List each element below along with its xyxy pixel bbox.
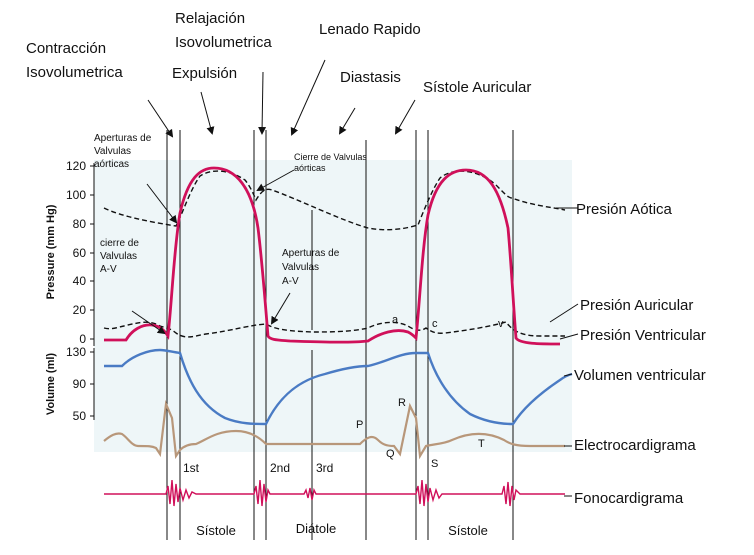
pressure-tick-0: 0 — [79, 332, 86, 346]
cycle-sistole-1: Sístole — [196, 523, 236, 538]
label-sistole-auricular: Sístole Auricular — [423, 79, 531, 96]
cierre-aorticas-line2: aórticas — [294, 163, 326, 173]
label-expulsion: Expulsión — [172, 65, 237, 82]
label-diastasis: Diastasis — [340, 69, 401, 86]
wave-v: v — [498, 318, 504, 330]
cierre-av-line3: A-V — [100, 264, 117, 275]
aperturas-aorticas-line3: aórticas — [94, 159, 129, 170]
phono-curve — [104, 479, 565, 507]
label-contraccion-2: Isovolumetrica — [26, 64, 123, 81]
label-volumen: Volumen ventricular — [574, 367, 706, 384]
aperturas-av-line3: A-V — [282, 276, 299, 287]
label-relajacion-1: Relajación — [175, 10, 245, 27]
wave-a: a — [392, 314, 399, 326]
ventricular-volume-curve — [104, 348, 573, 426]
aperturas-aorticas-line1: Aperturas de — [94, 133, 152, 144]
pressure-tick-60: 60 — [73, 246, 87, 260]
label-presion-auricular: Presión Auricular — [580, 297, 693, 314]
cierre-av-line1: cierre de — [100, 238, 139, 249]
wave-c: c — [432, 318, 438, 330]
aperturas-aorticas-line2: Valvulas — [94, 146, 131, 157]
label-ecg: Electrocardigrama — [574, 437, 696, 454]
volume-tick-50: 50 — [73, 409, 87, 423]
cycle-sistole-2: Sístole — [448, 523, 488, 538]
pressure-tick-20: 20 — [73, 303, 87, 317]
volume-tick-130: 130 — [66, 345, 86, 359]
pressure-axis-label: Pressure (mm Hg) — [45, 204, 57, 299]
wave-R: R — [398, 397, 406, 409]
pressure-tick-80: 80 — [73, 217, 87, 231]
label-contraccion-1: Contracción — [26, 40, 106, 57]
phase-arrows — [131, 59, 579, 497]
wave-P: P — [356, 419, 363, 431]
plot-background — [94, 160, 572, 452]
wave-Q: Q — [386, 448, 395, 460]
ventricular-pressure-curve — [104, 166, 561, 346]
sound-2nd: 2nd — [270, 461, 290, 475]
sound-1st: 1st — [183, 461, 200, 475]
volume-axis-label: Volume (ml) — [45, 353, 57, 415]
cycle-diatole: Diátole — [296, 521, 336, 536]
cierre-aorticas-line1: Cierre de Valvulas — [294, 152, 367, 162]
label-lenado: Lenado Rapido — [319, 21, 421, 38]
label-relajacion-2: Isovolumetrica — [175, 34, 272, 51]
pressure-tick-100: 100 — [66, 188, 86, 202]
pressure-axis — [90, 163, 95, 346]
label-presion-ventricular: Presión Ventricular — [580, 327, 706, 344]
aortic-pressure-curve — [103, 170, 566, 231]
aperturas-av-line1: Aperturas de — [282, 248, 340, 259]
label-presion-aortica: Presión Aótica — [576, 201, 673, 218]
label-fono: Fonocardigrama — [574, 490, 684, 507]
sound-3rd: 3rd — [316, 461, 333, 475]
wave-T: T — [478, 438, 485, 450]
pressure-tick-40: 40 — [73, 274, 87, 288]
aperturas-av-line2: Valvulas — [282, 262, 319, 273]
wave-S: S — [431, 458, 438, 470]
ecg-curve — [103, 399, 565, 460]
pressure-tick-120: 120 — [66, 159, 86, 173]
cierre-av-line2: Valvulas — [100, 251, 137, 262]
volume-tick-90: 90 — [73, 377, 87, 391]
volume-axis — [90, 348, 95, 420]
